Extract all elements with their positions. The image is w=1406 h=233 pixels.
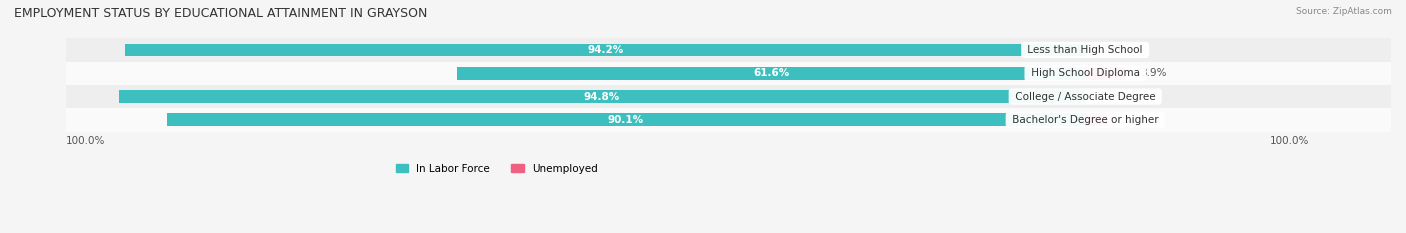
Text: 90.1%: 90.1% (607, 115, 644, 125)
Bar (1085, 67, 1125, 80)
Text: College / Associate Degree: College / Associate Degree (1012, 92, 1159, 102)
Text: 94.2%: 94.2% (588, 45, 623, 55)
Text: Source: ZipAtlas.com: Source: ZipAtlas.com (1296, 7, 1392, 16)
Bar (457, 67, 1085, 80)
Text: 94.8%: 94.8% (583, 92, 620, 102)
Bar (167, 113, 1085, 126)
Text: Bachelor's Degree or higher: Bachelor's Degree or higher (1008, 115, 1161, 125)
Text: High School Diploma: High School Diploma (1028, 68, 1143, 78)
Text: EMPLOYMENT STATUS BY EDUCATIONAL ATTAINMENT IN GRAYSON: EMPLOYMENT STATUS BY EDUCATIONAL ATTAINM… (14, 7, 427, 20)
Text: Less than High School: Less than High School (1025, 45, 1146, 55)
Bar (125, 44, 1085, 56)
Bar (1085, 113, 1107, 126)
Text: 3.9%: 3.9% (1140, 68, 1167, 78)
Text: 100.0%: 100.0% (66, 136, 105, 146)
Bar (66, 38, 1406, 62)
Bar (66, 62, 1406, 85)
Text: 100.0%: 100.0% (1270, 136, 1309, 146)
Text: 0.0%: 0.0% (1101, 92, 1126, 102)
Text: 61.6%: 61.6% (754, 68, 789, 78)
Bar (66, 85, 1406, 108)
Bar (66, 108, 1406, 132)
Legend: In Labor Force, Unemployed: In Labor Force, Unemployed (395, 164, 598, 174)
Text: 2.1%: 2.1% (1122, 115, 1149, 125)
Text: 0.0%: 0.0% (1101, 45, 1126, 55)
Bar (120, 90, 1085, 103)
